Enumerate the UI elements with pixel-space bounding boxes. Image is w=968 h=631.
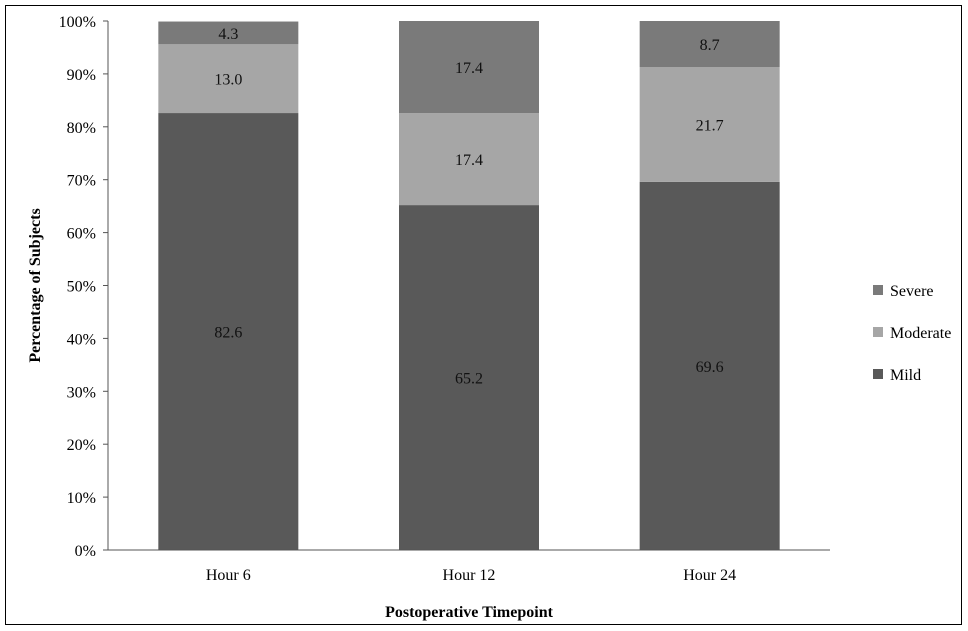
- data-label: 65.2: [455, 371, 483, 388]
- bar-segment-moderate-hour-12: [399, 113, 539, 206]
- y-tick-label: 50%: [67, 279, 96, 296]
- data-label: 4.3: [218, 26, 238, 43]
- data-label: 17.4: [455, 152, 483, 169]
- bar-segment-severe-hour-24: [639, 21, 780, 68]
- y-tick-label: 70%: [67, 173, 96, 190]
- legend-label-severe: Severe: [890, 283, 934, 300]
- legend-label-moderate: Moderate: [890, 325, 951, 342]
- bars-group: [158, 21, 780, 551]
- legend-swatch-severe: [873, 285, 883, 295]
- y-tick-label: 30%: [67, 384, 96, 401]
- data-label: 17.4: [455, 60, 483, 77]
- x-tick-label: Hour 12: [443, 567, 496, 584]
- bar-segment-mild-hour-12: [399, 205, 539, 551]
- y-tick-label: 60%: [67, 226, 96, 243]
- data-label: 82.6: [214, 325, 242, 342]
- y-tick-label: 20%: [67, 437, 96, 454]
- y-tick-label: 0%: [75, 543, 96, 560]
- legend: Severe Moderate Mild: [873, 283, 951, 384]
- x-tick-label: Hour 6: [206, 567, 251, 584]
- bar-segment-mild-hour-24: [639, 181, 780, 551]
- y-tick-label: 10%: [67, 490, 96, 507]
- data-labels-group: 82.6 13.0 4.3 65.2 17.4 17.4 69.6 21.7 8.7: [214, 26, 723, 388]
- legend-swatch-moderate: [873, 327, 883, 337]
- data-label: 69.6: [696, 359, 724, 376]
- bar-segment-mild-hour-6: [158, 113, 299, 551]
- y-tick-label: 100%: [59, 14, 96, 31]
- bar-segment-severe-hour-12: [399, 21, 539, 114]
- x-tick-label: Hour 24: [683, 567, 736, 584]
- legend-swatch-mild: [873, 369, 883, 379]
- bar-segment-moderate-hour-6: [158, 44, 299, 114]
- legend-label-mild: Mild: [890, 367, 921, 384]
- data-label: 21.7: [696, 117, 724, 134]
- data-label: 8.7: [700, 37, 720, 54]
- y-tick-label: 40%: [67, 331, 96, 348]
- y-tick-label: 90%: [67, 67, 96, 84]
- x-axis-title: Postoperative Timepoint: [385, 604, 554, 621]
- y-tick-label: 80%: [67, 120, 96, 137]
- y-ticks-group: 0% 10% 20% 30% 40% 50% 60% 70% 80% 90% 100%: [59, 14, 108, 560]
- bar-segment-moderate-hour-24: [639, 67, 780, 182]
- data-label: 13.0: [214, 72, 242, 89]
- x-ticks-group: Hour 6 Hour 12 Hour 24: [206, 567, 736, 584]
- y-axis-title: Percentage of Subjects: [27, 208, 44, 362]
- bar-segment-severe-hour-6: [158, 21, 299, 45]
